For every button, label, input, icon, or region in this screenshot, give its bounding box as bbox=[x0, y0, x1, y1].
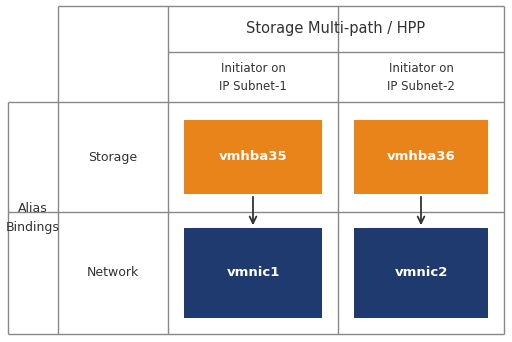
FancyBboxPatch shape bbox=[354, 228, 488, 318]
FancyBboxPatch shape bbox=[184, 120, 322, 194]
Text: Storage: Storage bbox=[89, 150, 138, 163]
Text: vmnic2: vmnic2 bbox=[394, 266, 447, 279]
Text: vmhba35: vmhba35 bbox=[219, 150, 287, 163]
Text: Initiator on
IP Subnet-1: Initiator on IP Subnet-1 bbox=[219, 62, 287, 92]
Text: vmnic1: vmnic1 bbox=[226, 266, 280, 279]
Text: Alias
Bindings: Alias Bindings bbox=[6, 202, 60, 234]
FancyBboxPatch shape bbox=[184, 228, 322, 318]
Text: vmhba36: vmhba36 bbox=[387, 150, 455, 163]
Text: Initiator on
IP Subnet-2: Initiator on IP Subnet-2 bbox=[387, 62, 455, 92]
Text: Network: Network bbox=[87, 266, 139, 279]
Text: Storage Multi-path / HPP: Storage Multi-path / HPP bbox=[246, 22, 425, 37]
FancyBboxPatch shape bbox=[354, 120, 488, 194]
